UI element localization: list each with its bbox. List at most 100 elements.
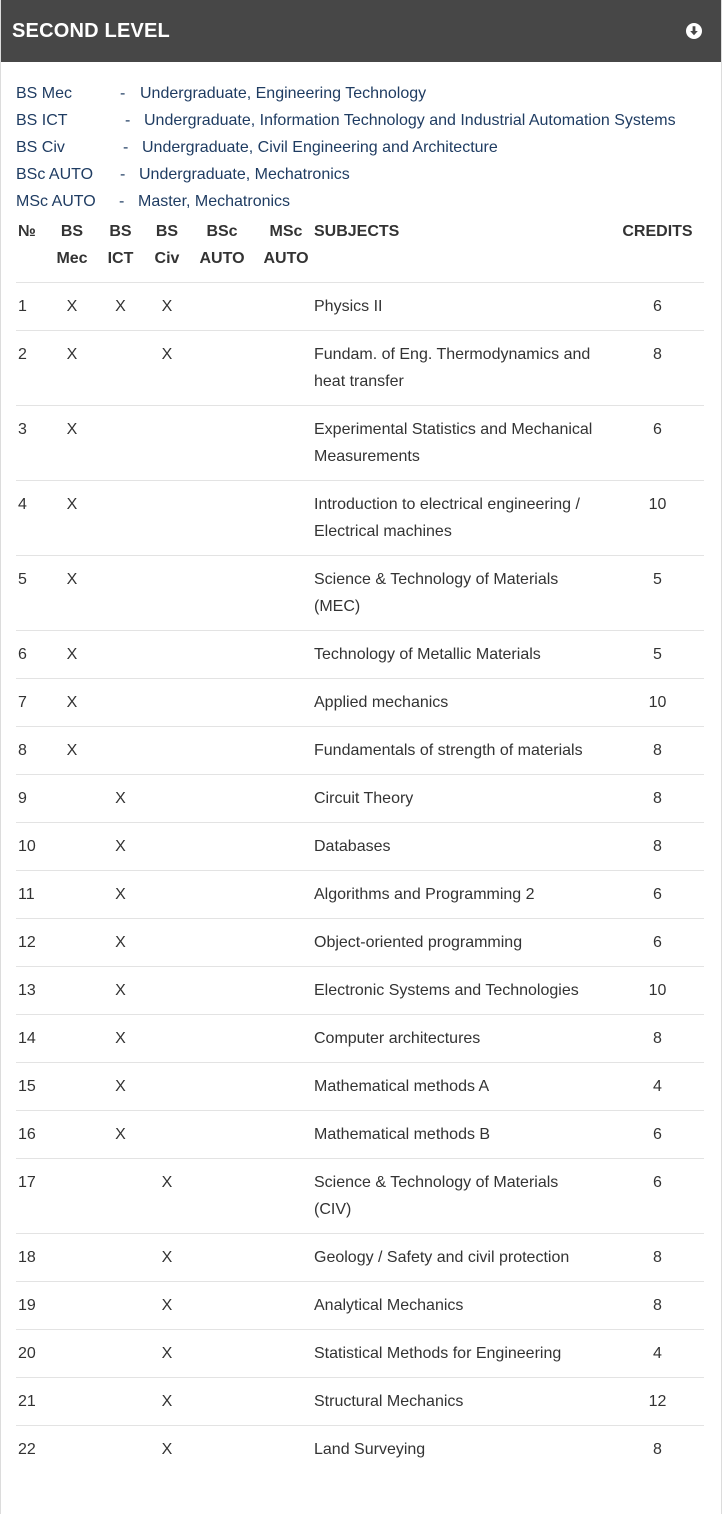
table-row: 21 X Structural Mechanics 12 — [16, 1377, 704, 1426]
subject-name: Databases — [314, 822, 611, 871]
mark-bs-civ — [148, 405, 186, 481]
row-number: 2 — [16, 330, 51, 406]
row-number: 14 — [16, 1014, 51, 1063]
mark-bsc-auto — [186, 726, 258, 775]
credits-value: 8 — [611, 774, 704, 823]
mark-bs-mec — [51, 918, 93, 967]
mark-bs-ict: X — [93, 282, 148, 331]
subject-name: Physics II — [314, 282, 611, 331]
credits-value: 6 — [611, 1110, 704, 1159]
header-bs-civ: BS Civ — [154, 223, 180, 267]
mark-bs-civ: X — [148, 1281, 186, 1330]
legend-row: BS Mec - Undergraduate, Engineering Tech… — [16, 80, 721, 107]
legend-description: Undergraduate, Mechatronics — [139, 166, 350, 183]
mark-bs-civ — [148, 630, 186, 679]
mark-bsc-auto — [186, 966, 258, 1015]
legend-code: BS ICT — [16, 112, 68, 129]
credits-value: 5 — [611, 630, 704, 679]
subject-name: Geology / Safety and civil protection — [314, 1233, 611, 1282]
mark-bs-mec: X — [51, 555, 93, 631]
subject-name: Object-oriented programming — [314, 918, 611, 967]
mark-msc-auto — [258, 726, 314, 775]
mark-msc-auto — [258, 678, 314, 727]
mark-bs-civ — [148, 1062, 186, 1111]
header-number: № — [18, 223, 36, 240]
legend-dash: - — [123, 139, 129, 156]
legend-row: BS ICT - Undergraduate, Information Tech… — [16, 107, 721, 134]
mark-bs-mec — [51, 1158, 93, 1234]
row-number: 11 — [16, 870, 51, 919]
mark-msc-auto — [258, 870, 314, 919]
subject-name: Electronic Systems and Technologies — [314, 966, 611, 1015]
mark-msc-auto — [258, 1158, 314, 1234]
credits-value: 10 — [611, 966, 704, 1015]
mark-msc-auto — [258, 1014, 314, 1063]
mark-bs-mec — [51, 1233, 93, 1282]
mark-msc-auto — [258, 1425, 314, 1473]
credits-value: 6 — [611, 918, 704, 967]
mark-bs-ict — [93, 1158, 148, 1234]
mark-bs-mec: X — [51, 678, 93, 727]
mark-bs-ict — [93, 405, 148, 481]
mark-bs-ict: X — [93, 1110, 148, 1159]
table-row: 17 X Science & Technology of Materials (CI… — [16, 1158, 704, 1234]
mark-bsc-auto — [186, 1425, 258, 1473]
mark-bs-ict — [93, 555, 148, 631]
row-number: 12 — [16, 918, 51, 967]
mark-bsc-auto — [186, 282, 258, 331]
row-number: 16 — [16, 1110, 51, 1159]
mark-bs-mec: X — [51, 480, 93, 556]
table-row: 22 X Land Surveying 8 — [16, 1425, 704, 1473]
table-row: 7 X Applied mechanics 10 — [16, 678, 704, 727]
header-bs-ict: BS ICT — [107, 223, 134, 267]
legend-row: BSc AUTO - Undergraduate, Mechatronics — [16, 161, 721, 188]
mark-bs-ict — [93, 726, 148, 775]
mark-msc-auto — [258, 1377, 314, 1426]
legend-description: Undergraduate, Civil Engineering and Arc… — [142, 139, 498, 156]
credits-value: 8 — [611, 330, 704, 406]
mark-bs-civ: X — [148, 1425, 186, 1473]
mark-bs-civ — [148, 1110, 186, 1159]
mark-bsc-auto — [186, 774, 258, 823]
legend-row: MSc AUTO - Master, Mechatronics — [16, 188, 721, 215]
credits-value: 6 — [611, 1158, 704, 1234]
mark-bsc-auto — [186, 822, 258, 871]
mark-msc-auto — [258, 630, 314, 679]
row-number: 21 — [16, 1377, 51, 1426]
mark-bs-mec — [51, 1425, 93, 1473]
row-number: 1 — [16, 282, 51, 331]
legend-dash: - — [125, 112, 131, 129]
subject-name: Land Surveying — [314, 1425, 611, 1473]
mark-bs-mec — [51, 1062, 93, 1111]
mark-bs-civ — [148, 678, 186, 727]
mark-msc-auto — [258, 1233, 314, 1282]
table-row: 10 X Databases 8 — [16, 822, 704, 871]
mark-bs-ict — [93, 1329, 148, 1378]
mark-bsc-auto — [186, 1281, 258, 1330]
mark-bsc-auto — [186, 870, 258, 919]
arrow-down-circle-icon[interactable] — [685, 22, 703, 40]
subject-name: Algorithms and Programming 2 — [314, 870, 611, 919]
subject-name: Science & Technology of Materials (CIV) — [314, 1158, 611, 1234]
mark-bs-ict: X — [93, 774, 148, 823]
mark-bs-mec — [51, 822, 93, 871]
table-row: 6 X Technology of Metallic Materials 5 — [16, 630, 704, 679]
mark-bs-ict: X — [93, 1062, 148, 1111]
row-number: 18 — [16, 1233, 51, 1282]
credits-value: 8 — [611, 1233, 704, 1282]
legend-dash: - — [120, 166, 126, 183]
subject-name: Mathematical methods A — [314, 1062, 611, 1111]
credits-value: 8 — [611, 726, 704, 775]
table-row: 4 X Introduction to electrical engineering… — [16, 480, 704, 556]
mark-bs-ict — [93, 1281, 148, 1330]
subject-name: Science & Technology of Materials (MEC) — [314, 555, 611, 631]
mark-msc-auto — [258, 774, 314, 823]
row-number: 9 — [16, 774, 51, 823]
credits-value: 5 — [611, 555, 704, 631]
mark-bs-ict — [93, 630, 148, 679]
panel-header[interactable]: SECOND LEVEL — [1, 0, 721, 62]
mark-msc-auto — [258, 1062, 314, 1111]
table-row: 1 X X X Physics II 6 — [16, 282, 704, 331]
